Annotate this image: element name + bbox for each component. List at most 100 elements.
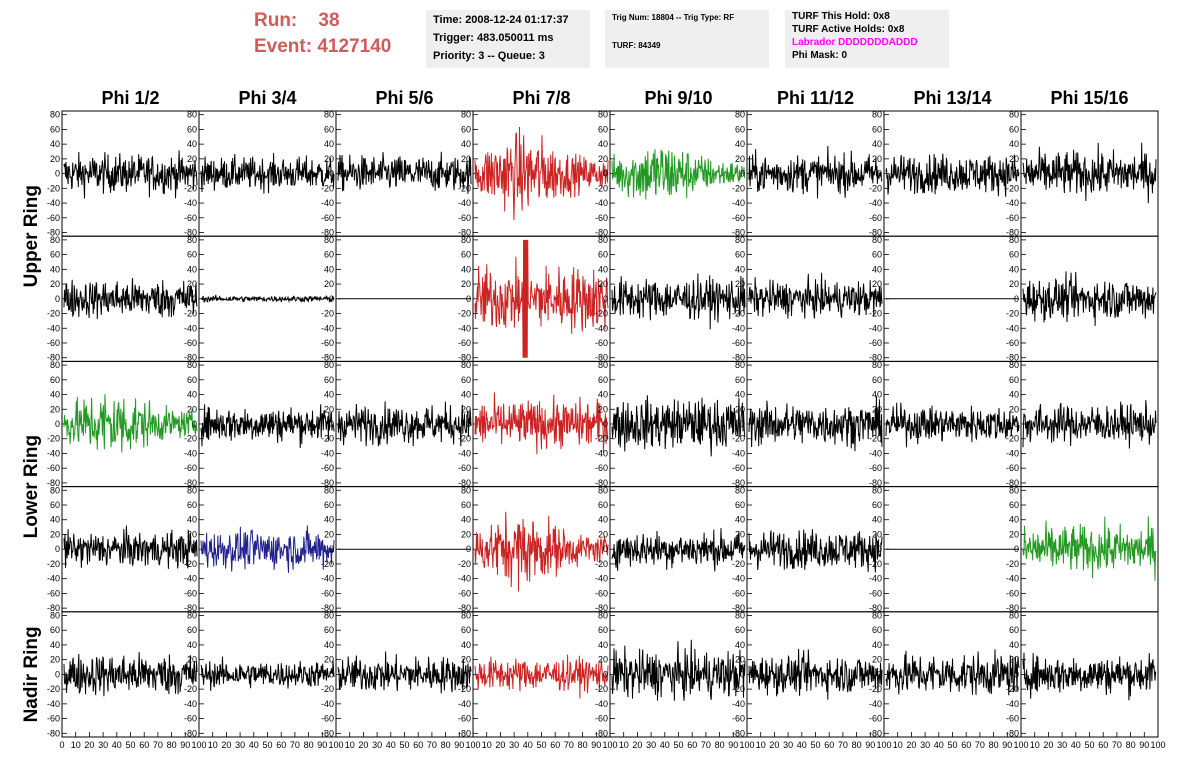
x-tick-label: 10 bbox=[208, 740, 218, 750]
waveform-r1-c3 bbox=[474, 239, 609, 358]
x-tick-label: 20 bbox=[632, 740, 642, 750]
x-tick-label: 10 bbox=[482, 740, 492, 750]
y-tick-label: 80 bbox=[187, 235, 197, 245]
y-tick-label: 60 bbox=[50, 500, 60, 510]
y-tick-label: -40 bbox=[321, 323, 334, 333]
y-tick-label: 60 bbox=[598, 375, 608, 385]
x-tick-label: 70 bbox=[701, 740, 711, 750]
x-tick-label: 80 bbox=[989, 740, 999, 750]
y-tick-label: -80 bbox=[732, 228, 745, 238]
y-tick-label: -60 bbox=[184, 213, 197, 223]
y-tick-label: -40 bbox=[869, 448, 882, 458]
x-tick-label: 80 bbox=[304, 740, 314, 750]
x-tick-label: 60 bbox=[139, 740, 149, 750]
y-tick-label: -60 bbox=[458, 463, 471, 473]
y-tick-label: 20 bbox=[872, 279, 882, 289]
y-tick-label: 60 bbox=[324, 625, 334, 635]
x-tick-label: 10 bbox=[893, 740, 903, 750]
y-tick-label: 20 bbox=[872, 655, 882, 665]
y-tick-label: 80 bbox=[461, 235, 471, 245]
y-tick-label: 20 bbox=[187, 279, 197, 289]
y-tick-label: 60 bbox=[1009, 124, 1019, 134]
y-tick-label: 60 bbox=[1009, 625, 1019, 635]
x-tick-label: 10 bbox=[619, 740, 629, 750]
y-tick-label: -80 bbox=[595, 228, 608, 238]
labrador-line: Labrador DDDDDDDADDD bbox=[792, 37, 918, 48]
y-tick-label: -60 bbox=[184, 714, 197, 724]
y-tick-label: 0 bbox=[603, 544, 608, 554]
y-tick-label: 20 bbox=[187, 655, 197, 665]
y-tick-label: -20 bbox=[47, 309, 60, 319]
y-tick-label: -60 bbox=[47, 463, 60, 473]
y-tick-label: 80 bbox=[324, 485, 334, 495]
y-tick-label: -20 bbox=[732, 559, 745, 569]
y-tick-label: 40 bbox=[872, 515, 882, 525]
waveform-r2-c4 bbox=[611, 395, 746, 457]
y-tick-label: 80 bbox=[461, 360, 471, 370]
y-tick-label: -40 bbox=[595, 574, 608, 584]
x-tick-label: 30 bbox=[646, 740, 656, 750]
y-tick-label: -40 bbox=[47, 323, 60, 333]
y-tick-label: -40 bbox=[184, 198, 197, 208]
y-tick-label: 60 bbox=[50, 250, 60, 260]
y-tick-label: 20 bbox=[324, 655, 334, 665]
waveform-r4-c3 bbox=[474, 654, 609, 699]
y-tick-label: 0 bbox=[740, 419, 745, 429]
y-tick-label: 60 bbox=[1009, 500, 1019, 510]
y-tick-label: 80 bbox=[872, 485, 882, 495]
x-tick-label: 40 bbox=[1071, 740, 1081, 750]
y-tick-label: 0 bbox=[1014, 544, 1019, 554]
y-tick-label: 60 bbox=[735, 500, 745, 510]
y-tick-label: -80 bbox=[1006, 728, 1019, 738]
y-tick-label: 20 bbox=[187, 404, 197, 414]
y-tick-label: -60 bbox=[458, 588, 471, 598]
y-tick-label: -80 bbox=[1006, 353, 1019, 363]
y-tick-label: 40 bbox=[735, 640, 745, 650]
y-tick-label: -40 bbox=[869, 323, 882, 333]
y-tick-label: 80 bbox=[1009, 610, 1019, 620]
y-tick-label: 40 bbox=[187, 390, 197, 400]
y-tick-label: -80 bbox=[595, 353, 608, 363]
y-tick-label: -60 bbox=[47, 338, 60, 348]
waveform-r3-c1 bbox=[200, 525, 335, 573]
waveform-r4-c1 bbox=[200, 656, 335, 691]
y-tick-label: -40 bbox=[1006, 574, 1019, 584]
y-tick-label: 60 bbox=[324, 250, 334, 260]
y-tick-label: 0 bbox=[877, 544, 882, 554]
y-tick-label: -60 bbox=[321, 588, 334, 598]
x-tick-label: 80 bbox=[852, 740, 862, 750]
x-tick-label: 60 bbox=[413, 740, 423, 750]
y-tick-label: -60 bbox=[321, 714, 334, 724]
y-tick-label: 80 bbox=[872, 235, 882, 245]
waveform-r1-c5 bbox=[748, 272, 883, 319]
y-tick-label: -80 bbox=[869, 603, 882, 613]
y-tick-label: 80 bbox=[872, 360, 882, 370]
y-tick-label: -20 bbox=[595, 309, 608, 319]
y-tick-label: 20 bbox=[598, 279, 608, 289]
y-tick-label: 20 bbox=[735, 279, 745, 289]
panel-frame-r2-c2 bbox=[335, 360, 474, 488]
x-tick-label: 30 bbox=[920, 740, 930, 750]
y-tick-label: 40 bbox=[598, 640, 608, 650]
y-tick-label: 60 bbox=[324, 500, 334, 510]
y-tick-label: 0 bbox=[603, 419, 608, 429]
y-tick-label: 40 bbox=[598, 390, 608, 400]
y-tick-label: 20 bbox=[50, 404, 60, 414]
y-tick-label: 0 bbox=[192, 169, 197, 179]
y-tick-label: 60 bbox=[50, 124, 60, 134]
y-tick-label: 40 bbox=[598, 139, 608, 149]
phi-mask-line: Phi Mask: 0 bbox=[792, 50, 848, 61]
y-tick-label: -60 bbox=[732, 714, 745, 724]
y-tick-label: -60 bbox=[869, 588, 882, 598]
y-tick-label: -40 bbox=[1006, 448, 1019, 458]
y-tick-label: -40 bbox=[732, 574, 745, 584]
y-tick-label: 20 bbox=[1009, 529, 1019, 539]
y-tick-label: 20 bbox=[50, 655, 60, 665]
y-tick-label: 0 bbox=[1014, 669, 1019, 679]
y-tick-label: 40 bbox=[50, 390, 60, 400]
x-tick-label: 70 bbox=[1112, 740, 1122, 750]
y-tick-label: -20 bbox=[732, 183, 745, 193]
y-tick-label: 0 bbox=[192, 419, 197, 429]
y-tick-label: 40 bbox=[461, 139, 471, 149]
y-tick-label: 20 bbox=[461, 655, 471, 665]
